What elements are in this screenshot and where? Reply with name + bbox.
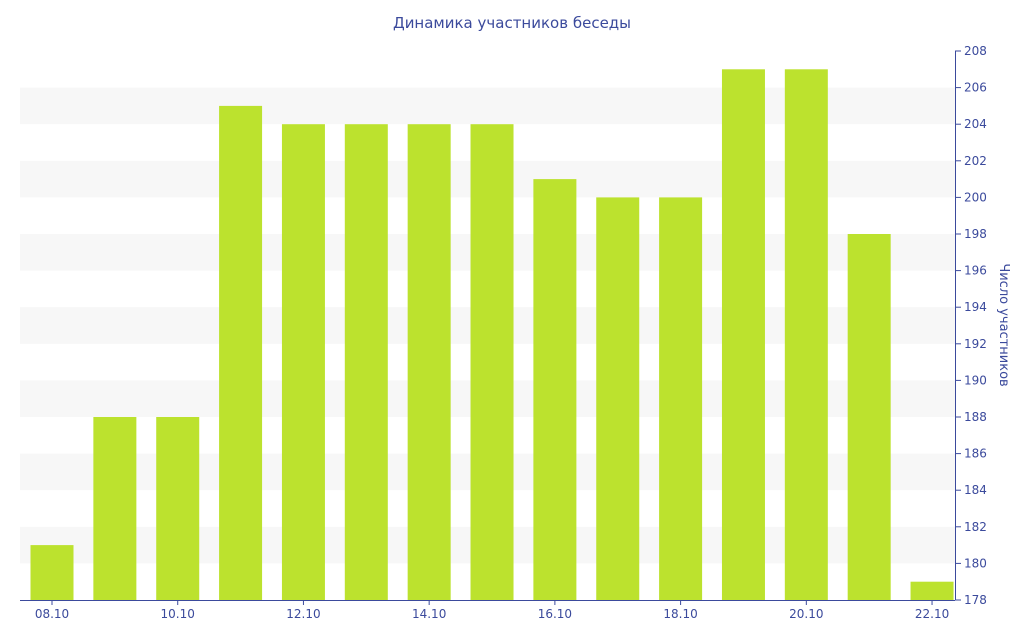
bar-17.10[interactable] bbox=[596, 197, 640, 600]
y-tick-label: 194 bbox=[964, 300, 987, 314]
bars-group bbox=[30, 69, 954, 601]
y-tick-label: 202 bbox=[964, 154, 987, 168]
y-tick-label: 206 bbox=[964, 81, 987, 95]
x-tick-label: 16.10 bbox=[538, 607, 572, 621]
y-tick-label: 186 bbox=[964, 447, 987, 461]
y-tick-label: 180 bbox=[964, 556, 987, 570]
y-tick-label: 204 bbox=[964, 117, 987, 131]
bar-14.10[interactable] bbox=[407, 124, 451, 600]
y-tick-label: 200 bbox=[964, 190, 987, 204]
bar-12.10[interactable] bbox=[281, 124, 325, 600]
bar-09.10[interactable] bbox=[93, 417, 137, 600]
x-tick-label: 20.10 bbox=[789, 607, 823, 621]
y-tick-label: 178 bbox=[964, 593, 987, 607]
bar-18.10[interactable] bbox=[659, 197, 703, 600]
y-tick-label: 196 bbox=[964, 264, 987, 278]
bar-21.10[interactable] bbox=[847, 234, 891, 600]
y-tick-label: 208 bbox=[964, 44, 987, 58]
bar-16.10[interactable] bbox=[533, 179, 577, 600]
y-tick-label: 182 bbox=[964, 520, 987, 534]
bar-13.10[interactable] bbox=[344, 124, 388, 600]
y-axis-title: Число участников bbox=[996, 263, 1011, 386]
y-tick-label: 190 bbox=[964, 373, 987, 387]
x-tick-label: 18.10 bbox=[663, 607, 697, 621]
y-tick-label: 188 bbox=[964, 410, 987, 424]
bar-08.10[interactable] bbox=[30, 545, 74, 600]
y-tick-label: 192 bbox=[964, 337, 987, 351]
bar-15.10[interactable] bbox=[470, 124, 514, 600]
bar-11.10[interactable] bbox=[219, 105, 263, 601]
bar-10.10[interactable] bbox=[156, 417, 200, 600]
x-tick-label: 22.10 bbox=[915, 607, 949, 621]
bar-22.10[interactable] bbox=[910, 581, 954, 600]
chart-title: Динамика участников беседы bbox=[393, 14, 631, 32]
x-tick-label: 08.10 bbox=[35, 607, 69, 621]
x-tick-label: 14.10 bbox=[412, 607, 446, 621]
axes-group: 08.10 10.10 12.10 14.10 16.10 18.10 20.10 22.10… bbox=[20, 44, 987, 621]
bar-20.10[interactable] bbox=[784, 69, 828, 601]
x-tick-label: 10.10 bbox=[161, 607, 195, 621]
y-tick-label: 184 bbox=[964, 483, 987, 497]
x-tick-label: 12.10 bbox=[286, 607, 320, 621]
bar-19.10[interactable] bbox=[721, 69, 765, 601]
y-tick-label: 198 bbox=[964, 227, 987, 241]
